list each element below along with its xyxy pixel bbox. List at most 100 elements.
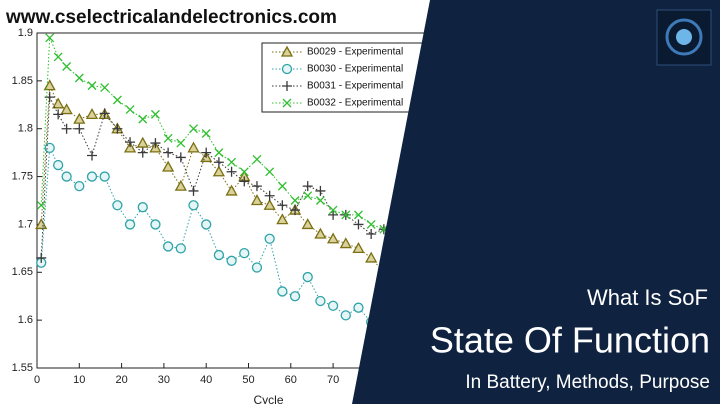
marker [314, 227, 327, 239]
marker [86, 150, 97, 161]
marker [326, 232, 340, 244]
marker [315, 295, 326, 307]
marker [239, 176, 250, 187]
marker [125, 137, 136, 148]
marker [45, 33, 55, 43]
marker [162, 160, 175, 172]
marker [150, 109, 160, 119]
legend-label: B0029 - Experimental [307, 47, 403, 58]
marker [289, 291, 301, 302]
marker [213, 249, 225, 261]
marker [265, 167, 275, 177]
x-tick-label: 20 [115, 374, 127, 386]
y-tick-label: 1.65 [12, 266, 33, 278]
marker [290, 196, 300, 205]
marker [250, 194, 264, 206]
marker [73, 112, 86, 124]
marker [74, 73, 84, 83]
marker [52, 97, 65, 109]
marker [175, 243, 186, 254]
marker [290, 205, 301, 216]
marker [302, 181, 313, 192]
marker [61, 171, 72, 182]
marker [86, 171, 98, 182]
marker [125, 105, 135, 115]
marker [36, 252, 47, 263]
marker [315, 196, 325, 205]
marker [150, 219, 161, 230]
logo [656, 9, 712, 66]
x-tick-label: 0 [34, 374, 40, 386]
marker [150, 138, 161, 149]
x-axis-label: Cycle [253, 393, 283, 404]
marker [239, 167, 249, 177]
marker [277, 181, 287, 191]
marker [136, 136, 149, 148]
marker [187, 141, 200, 153]
marker [239, 247, 250, 259]
marker [340, 310, 351, 321]
marker [328, 209, 339, 220]
marker [201, 147, 212, 158]
marker [213, 157, 224, 168]
marker [85, 108, 99, 120]
marker [341, 210, 351, 220]
y-tick-label: 1.55 [12, 362, 33, 374]
marker [366, 229, 377, 239]
x-tick-label: 10 [73, 374, 85, 386]
x-tick-label: 70 [327, 374, 339, 386]
banner-title: State Of Function [430, 320, 710, 361]
marker [188, 185, 199, 196]
x-tick-label: 30 [158, 374, 170, 386]
marker [212, 165, 225, 177]
marker [264, 233, 275, 244]
marker [137, 147, 148, 158]
marker [74, 123, 85, 134]
marker [251, 262, 263, 273]
marker [60, 103, 73, 115]
marker [353, 219, 364, 230]
marker [226, 166, 237, 177]
marker [366, 219, 376, 229]
marker [112, 123, 123, 134]
marker [53, 52, 63, 62]
marker [36, 200, 46, 210]
marker [354, 210, 363, 220]
marker [163, 133, 173, 143]
marker [123, 141, 137, 153]
marker [162, 241, 174, 252]
legend-label: B0032 - Experimental [307, 98, 403, 109]
marker [163, 147, 174, 158]
marker [53, 109, 64, 120]
marker [281, 63, 293, 75]
marker [99, 108, 110, 119]
marker [74, 180, 85, 192]
series-line [40, 37, 397, 235]
marker [137, 202, 148, 213]
marker [303, 191, 313, 201]
marker [301, 218, 314, 230]
marker [99, 171, 110, 182]
website: www.cselectricalandelectronics.com [5, 7, 337, 28]
marker [352, 242, 365, 254]
marker [353, 302, 364, 313]
marker [62, 62, 72, 71]
y-tick-label: 1.6 [18, 314, 33, 326]
marker [201, 219, 212, 230]
y-tick-label: 1.9 [18, 27, 33, 39]
marker [175, 152, 186, 163]
chart: 1.55 1.6 1.65 1.7 1.75 1.8 1.85 1.9 0 10 20 30 40 50 6… [12, 27, 470, 404]
marker [53, 159, 64, 171]
marker [280, 45, 294, 57]
marker [226, 255, 237, 266]
x-tick-label: 60 [285, 374, 297, 386]
marker [112, 200, 123, 211]
legend-label: B0030 - Experimental [307, 64, 403, 75]
marker [44, 142, 55, 154]
marker [201, 129, 211, 138]
y-tick-label: 1.8 [18, 123, 33, 135]
marker [277, 286, 288, 297]
marker [227, 157, 237, 167]
x-tick-label: 50 [242, 374, 254, 386]
marker [124, 219, 136, 230]
